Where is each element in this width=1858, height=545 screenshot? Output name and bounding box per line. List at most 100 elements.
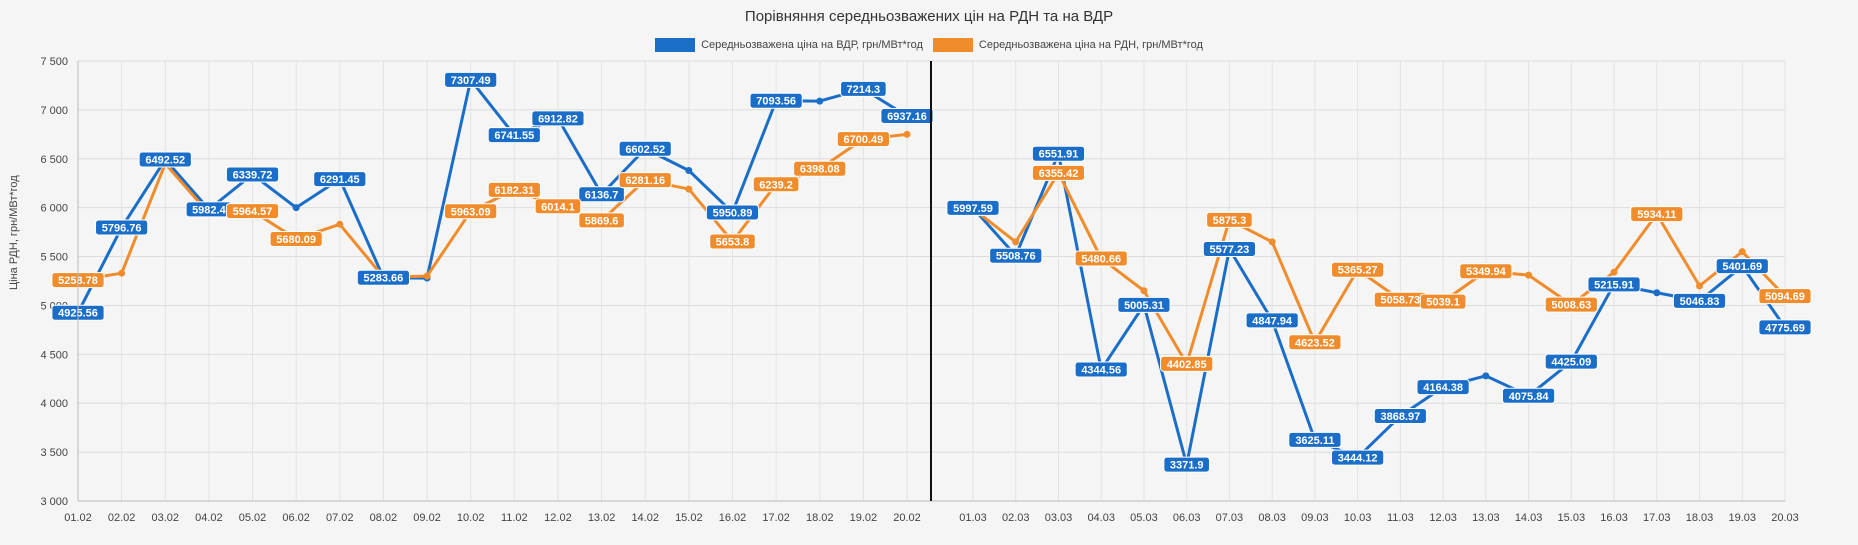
x-tick-label: 07.03 <box>1216 512 1244 524</box>
data-label: 5401.69 <box>1722 261 1762 273</box>
data-label-box <box>749 92 803 109</box>
data-label-box <box>534 198 582 215</box>
data-label: 4775.69 <box>1765 322 1805 334</box>
data-label-box <box>1160 355 1214 372</box>
x-tick-label: 11.03 <box>1387 512 1414 524</box>
data-label-box <box>1544 353 1598 370</box>
data-label-box <box>1715 258 1769 275</box>
x-tick-label: 19.03 <box>1728 512 1756 524</box>
x-tick-label: 14.03 <box>1515 512 1543 524</box>
data-label: 7307.49 <box>451 75 491 87</box>
x-tick-label: 10.03 <box>1344 512 1372 524</box>
data-label: 3868.97 <box>1380 411 1420 423</box>
y-tick-label: 6 000 <box>40 203 68 215</box>
data-label: 5005.31 <box>1124 300 1164 312</box>
legend: Середньозважена ціна на ВДР, грн/МВт*год… <box>0 38 1858 52</box>
x-tick-label: 06.03 <box>1173 512 1201 524</box>
data-label-box <box>1031 145 1086 162</box>
data-label-box <box>531 110 585 127</box>
data-label-box <box>752 176 800 193</box>
data-label: 5008.63 <box>1551 300 1591 312</box>
data-point <box>1482 372 1490 380</box>
x-tick-label: 12.03 <box>1429 512 1457 524</box>
data-label: 4402.85 <box>1167 359 1207 371</box>
data-point <box>423 272 431 280</box>
data-label: 5950.89 <box>713 207 753 219</box>
x-tick-label: 19.02 <box>850 512 878 524</box>
data-label: 6492.52 <box>145 155 185 167</box>
data-label-box <box>1672 292 1727 309</box>
data-label-box <box>1459 263 1513 280</box>
data-label: 5934.11 <box>1637 209 1676 221</box>
data-label: 3625.11 <box>1295 435 1334 447</box>
x-tick-label: 20.02 <box>893 512 921 524</box>
data-label-box <box>1331 261 1385 278</box>
x-tick-label: 02.02 <box>108 512 136 524</box>
x-tick-label: 03.03 <box>1045 512 1073 524</box>
x-tick-label: 10.02 <box>457 512 485 524</box>
data-label-box <box>444 203 498 220</box>
legend-label-rdn: Середньозважена ціна на РДН, грн/МВт*год <box>978 39 1203 51</box>
chart-title: Порівняння середньозважених цін на РДН т… <box>744 8 1114 25</box>
x-tick-label: 05.03 <box>1130 512 1158 524</box>
data-label-box <box>1416 379 1470 396</box>
data-label: 5215.91 <box>1594 279 1634 291</box>
data-label-box <box>1288 431 1342 448</box>
data-label-box <box>95 219 149 236</box>
data-label: 6355.42 <box>1039 168 1079 180</box>
data-label-box <box>1163 456 1210 473</box>
data-label-box <box>1245 312 1299 329</box>
data-label: 6239.2 <box>759 179 793 191</box>
x-tick-label: 12.02 <box>544 512 572 524</box>
data-label: 7093.56 <box>756 96 796 108</box>
data-label: 6136.7 <box>585 189 619 201</box>
data-point <box>1653 289 1661 297</box>
data-point <box>1268 238 1276 246</box>
y-tick-label: 4 000 <box>40 398 68 410</box>
data-label: 5039.1 <box>1426 297 1460 309</box>
y-tick-label: 4 500 <box>40 349 68 361</box>
data-label-box <box>225 203 280 220</box>
data-label: 5963.09 <box>451 206 491 218</box>
data-label-box <box>836 131 890 148</box>
data-label-box <box>793 160 847 177</box>
data-label: 5796.76 <box>102 223 142 235</box>
data-label-box <box>618 140 672 157</box>
data-label-box <box>1758 319 1812 336</box>
data-label: 3371.9 <box>1170 460 1204 472</box>
data-point <box>1738 248 1746 256</box>
y-tick-label: 6 500 <box>40 154 68 166</box>
x-tick-label: 11.02 <box>501 512 528 524</box>
data-label: 5058.73 <box>1380 295 1420 307</box>
x-tick-label: 02.03 <box>1002 512 1030 524</box>
y-tick-label: 7 500 <box>40 56 68 68</box>
legend-item-rdn[interactable]: Середньозважена ціна на РДН, грн/МВт*год <box>932 38 1203 52</box>
data-label: 6602.52 <box>625 144 665 156</box>
data-label-box <box>1587 276 1641 293</box>
legend-swatch-rdn <box>932 38 973 52</box>
x-tick-label: 01.02 <box>64 512 92 524</box>
data-label-box <box>1501 387 1556 404</box>
data-label-box <box>1288 334 1342 351</box>
data-label: 5283.66 <box>364 273 404 285</box>
data-point <box>1696 282 1704 290</box>
data-label: 5577.23 <box>1210 244 1250 256</box>
data-point <box>118 269 126 277</box>
x-tick-label: 14.02 <box>631 512 659 524</box>
data-label-box <box>1117 296 1171 313</box>
data-label: 6398.08 <box>800 164 840 176</box>
x-tick-label: 18.03 <box>1686 512 1714 524</box>
data-label: 5508.76 <box>996 251 1036 263</box>
data-label: 5680.09 <box>276 234 316 246</box>
x-tick-label: 16.02 <box>719 512 747 524</box>
data-label-box <box>1206 211 1253 228</box>
legend-item-vdr[interactable]: Середньозважена ціна на ВДР, грн/МВт*год <box>655 38 923 52</box>
data-label: 4075.84 <box>1509 391 1550 403</box>
data-label: 4164.38 <box>1423 382 1463 394</box>
data-label: 5964.57 <box>233 206 273 218</box>
data-point <box>1140 287 1148 295</box>
data-point <box>292 204 300 212</box>
data-label: 5480.66 <box>1081 253 1121 265</box>
data-label: 5653.8 <box>716 237 750 249</box>
